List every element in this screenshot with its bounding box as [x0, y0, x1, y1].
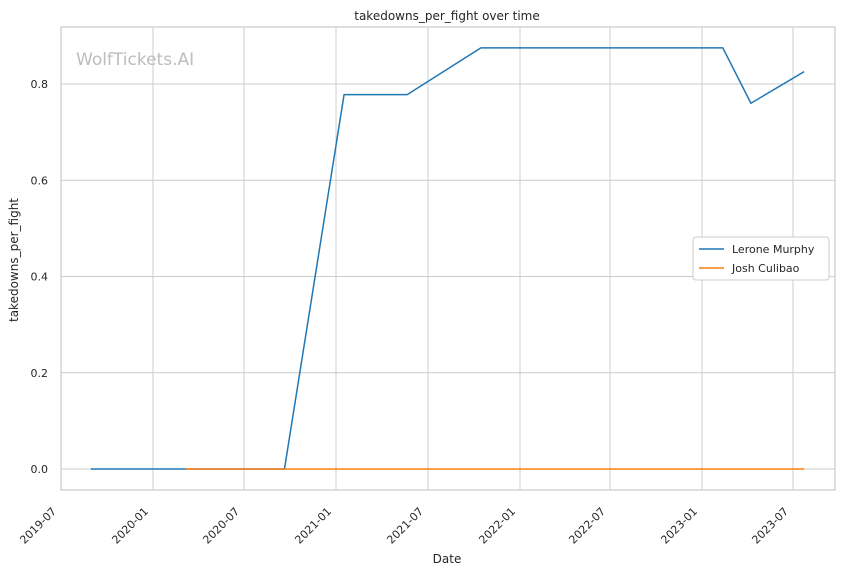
legend-items: Lerone Murphy Josh Culibao [699, 243, 815, 275]
legend-label-1: Josh Culibao [731, 262, 800, 275]
y-tick-label-0: 0.0 [31, 463, 49, 476]
x-tick-label-0: 2019-07 [17, 505, 59, 547]
x-tick-label-6: 2022-07 [566, 505, 608, 547]
series-layer [90, 47, 805, 470]
x-tick-label-2: 2020-07 [200, 505, 242, 547]
plot-frame [60, 26, 836, 491]
x-tick-label-5: 2022-01 [476, 505, 518, 547]
x-tick-label-7: 2023-01 [658, 505, 700, 547]
series-line-0 [90, 47, 805, 470]
watermark-text: WolfTickets.AI [76, 50, 194, 70]
y-tick-label-3: 0.6 [31, 174, 49, 187]
x-axis-ticks: 2019-07 2020-01 2020-07 2021-01 2021-07 2022-… [17, 505, 791, 547]
x-axis-label: Date [433, 552, 462, 566]
y-axis-label: takedowns_per_fight [7, 198, 21, 322]
x-tick-label-4: 2021-07 [384, 505, 426, 547]
y-tick-label-4: 0.8 [31, 78, 49, 91]
x-tick-label-1: 2020-01 [109, 505, 151, 547]
legend-label-0: Lerone Murphy [732, 243, 815, 256]
y-tick-label-1: 0.2 [31, 367, 49, 380]
y-axis-ticks: 0.0 0.2 0.4 0.6 0.8 [31, 78, 49, 476]
chart-title: takedowns_per_fight over time [354, 9, 540, 23]
y-tick-label-2: 0.4 [31, 271, 49, 284]
x-tick-label-8: 2023-07 [749, 505, 791, 547]
x-tick-label-3: 2021-01 [292, 505, 334, 547]
legend: Lerone Murphy Josh Culibao [692, 236, 830, 281]
legend-box [692, 236, 830, 281]
